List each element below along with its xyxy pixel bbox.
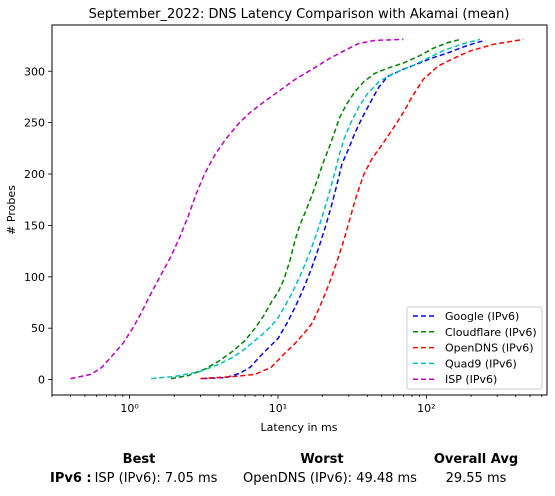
legend-label: OpenDNS (IPv6)	[445, 342, 534, 355]
y-axis: 0 50 100 150 200 250 300	[24, 65, 52, 387]
plot-area	[51, 24, 548, 396]
y-tick-label: 150	[24, 219, 45, 232]
series-line	[170, 38, 461, 380]
y-tick-label: 250	[24, 117, 45, 130]
legend-label: Google (IPv6)	[445, 310, 519, 323]
x-tick-label: 10⁰	[120, 402, 139, 415]
y-tick-label: 300	[24, 65, 45, 78]
y-tick-label: 50	[31, 322, 45, 335]
legend-label: Cloudflare (IPv6)	[445, 326, 537, 339]
worst-value: OpenDNS (IPv6): 49.48 ms	[243, 471, 417, 486]
ipv6-row-label: IPv6 :	[50, 471, 92, 486]
series-line	[202, 39, 486, 380]
legend: Google (IPv6) Cloudflare (IPv6) OpenDNS (I…	[406, 306, 543, 390]
series-line	[151, 38, 481, 380]
best-value: ISP (IPv6): 7.05 ms	[94, 471, 218, 486]
y-tick-label: 200	[24, 168, 45, 181]
worst-header: Worst	[300, 452, 344, 467]
y-axis-label: # Probes	[5, 185, 18, 235]
x-tick-label: 10¹	[269, 402, 287, 415]
x-axis: 10⁰ 10¹ 10²	[51, 395, 543, 415]
series-line	[200, 38, 524, 380]
summary-table: Best Worst Overall Avg IPv6 : ISP (IPv6)…	[0, 448, 555, 496]
y-tick-label: 100	[24, 271, 45, 284]
overall-avg-value: 29.55 ms	[445, 471, 507, 486]
chart-title: September_2022: DNS Latency Comparison w…	[89, 7, 510, 22]
legend-label: Quad9 (IPv6)	[445, 357, 517, 370]
best-header: Best	[122, 452, 156, 467]
legend-label: ISP (IPv6)	[445, 373, 497, 386]
legend-box	[406, 306, 543, 390]
x-tick-label: 10²	[417, 402, 435, 415]
latency-chart: September_2022: DNS Latency Comparison w…	[5, 7, 548, 434]
series-lines	[70, 38, 524, 380]
series-line	[70, 38, 404, 380]
overall-avg-header: Overall Avg	[433, 452, 519, 467]
y-tick-label: 0	[38, 374, 45, 387]
x-axis-label: Latency in ms	[261, 421, 338, 434]
